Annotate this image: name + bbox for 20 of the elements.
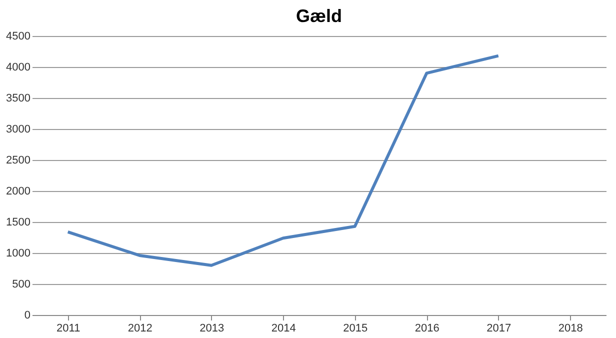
y-tick-label: 2500	[6, 154, 30, 166]
y-tick-label: 500	[12, 278, 30, 290]
y-tick-label: 3000	[6, 124, 30, 136]
y-tick-label: 1000	[6, 248, 30, 260]
x-tick-label: 2013	[200, 322, 224, 334]
x-tick-label: 2012	[128, 322, 152, 334]
y-tick-label: 4500	[6, 30, 30, 42]
x-tick-label: 2014	[271, 322, 296, 334]
line-series	[66, 54, 500, 267]
x-tick-label: 2015	[343, 322, 368, 334]
x-tick-label: 2018	[558, 322, 583, 334]
y-tick-label: 0	[24, 310, 30, 322]
x-tick-label: 2011	[56, 322, 80, 334]
y-tick-label: 4000	[6, 62, 30, 74]
x-tick-label: 2016	[414, 322, 440, 334]
y-tick-label: 2000	[6, 186, 30, 198]
y-tick-label: 3500	[6, 92, 30, 104]
y-tick-label: 1500	[6, 216, 30, 228]
x-tick-label: 2017	[486, 322, 512, 334]
chart-title: Gæld	[296, 6, 342, 26]
